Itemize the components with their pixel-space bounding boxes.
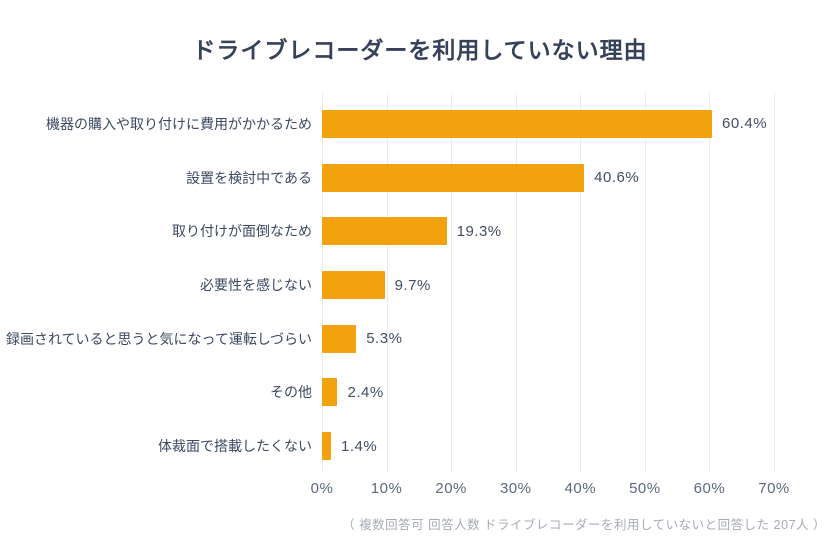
value-label: 1.4%: [341, 437, 378, 455]
bar-track: 40.6%: [322, 163, 840, 192]
gridline: [451, 93, 453, 473]
footnote: （ 複数回答可 回答人数 ドライブレコーダーを利用していないと回答した 207人…: [342, 518, 826, 532]
x-tick-label: 0%: [310, 480, 334, 497]
bar-row: 録画されていると思うと気になって運転しづらい 5.3%: [0, 312, 840, 366]
bar: [322, 271, 385, 300]
gridline: [644, 93, 646, 473]
x-tick-label: 10%: [370, 480, 403, 497]
x-tick-label: 60%: [693, 480, 726, 497]
bar: [322, 109, 712, 138]
category-label: 設置を検討中である: [186, 169, 312, 186]
x-tick-label: 20%: [435, 480, 467, 497]
category-label: 録画されていると思うと気になって運転しづらい: [5, 330, 312, 347]
category-label: 取り付けが面倒なため: [172, 223, 312, 240]
bar: [322, 324, 357, 353]
x-tick-label: 30%: [499, 480, 532, 497]
bar: [322, 378, 338, 407]
bar: [322, 163, 585, 192]
gridline: [774, 93, 775, 473]
bar-row: 体裁面で搭載したくない 1.4%: [0, 419, 840, 473]
category-label: その他: [270, 384, 312, 401]
category-label: 必要性を感じない: [200, 277, 312, 294]
value-label: 19.3%: [456, 222, 502, 240]
bar-row: 設置を検討中である 40.6%: [0, 151, 840, 205]
gridline: [580, 93, 582, 473]
x-axis: 0% 10% 20% 30% 40% 50% 60% 70%: [311, 480, 790, 504]
bar-track: 19.3%: [322, 217, 840, 246]
x-tick-label: 70%: [758, 480, 790, 497]
bar-row: その他 2.4%: [0, 366, 840, 420]
gridline: [386, 93, 388, 473]
chart-title: ドライブレコーダーを利用していない理由: [192, 37, 648, 63]
bar: [322, 217, 447, 246]
x-tick-label: 50%: [629, 480, 661, 497]
bar-track: 5.3%: [322, 324, 840, 353]
gridline: [709, 93, 711, 473]
bar-row: 取り付けが面倒なため 19.3%: [0, 204, 840, 258]
value-label: 60.4%: [722, 115, 768, 133]
x-tick-label: 40%: [564, 480, 597, 497]
value-label: 5.3%: [366, 330, 403, 348]
bar-chart: 機器の購入や取り付けに費用がかかるため 60.4% 設置を検討中である 40.6% 取り…: [0, 93, 840, 497]
bar-track: 9.7%: [322, 271, 840, 300]
gridline: [515, 93, 517, 473]
value-label: 2.4%: [347, 383, 384, 401]
category-label: 体裁面で搭載したくない: [158, 438, 312, 455]
value-label: 40.6%: [594, 169, 640, 187]
bar-row: 機器の購入や取り付けに費用がかかるため 60.4%: [0, 97, 840, 151]
category-label: 機器の購入や取り付けに費用がかかるため: [46, 115, 312, 132]
value-label: 9.7%: [394, 276, 431, 294]
bar-track: 60.4%: [322, 109, 840, 138]
bar-rows: 機器の購入や取り付けに費用がかかるため 60.4% 設置を検討中である 40.6% 取り…: [0, 97, 840, 473]
bar: [322, 432, 332, 461]
bar-track: 2.4%: [322, 378, 840, 407]
bar-row: 必要性を感じない 9.7%: [0, 258, 840, 312]
bar-track: 1.4%: [322, 432, 840, 461]
